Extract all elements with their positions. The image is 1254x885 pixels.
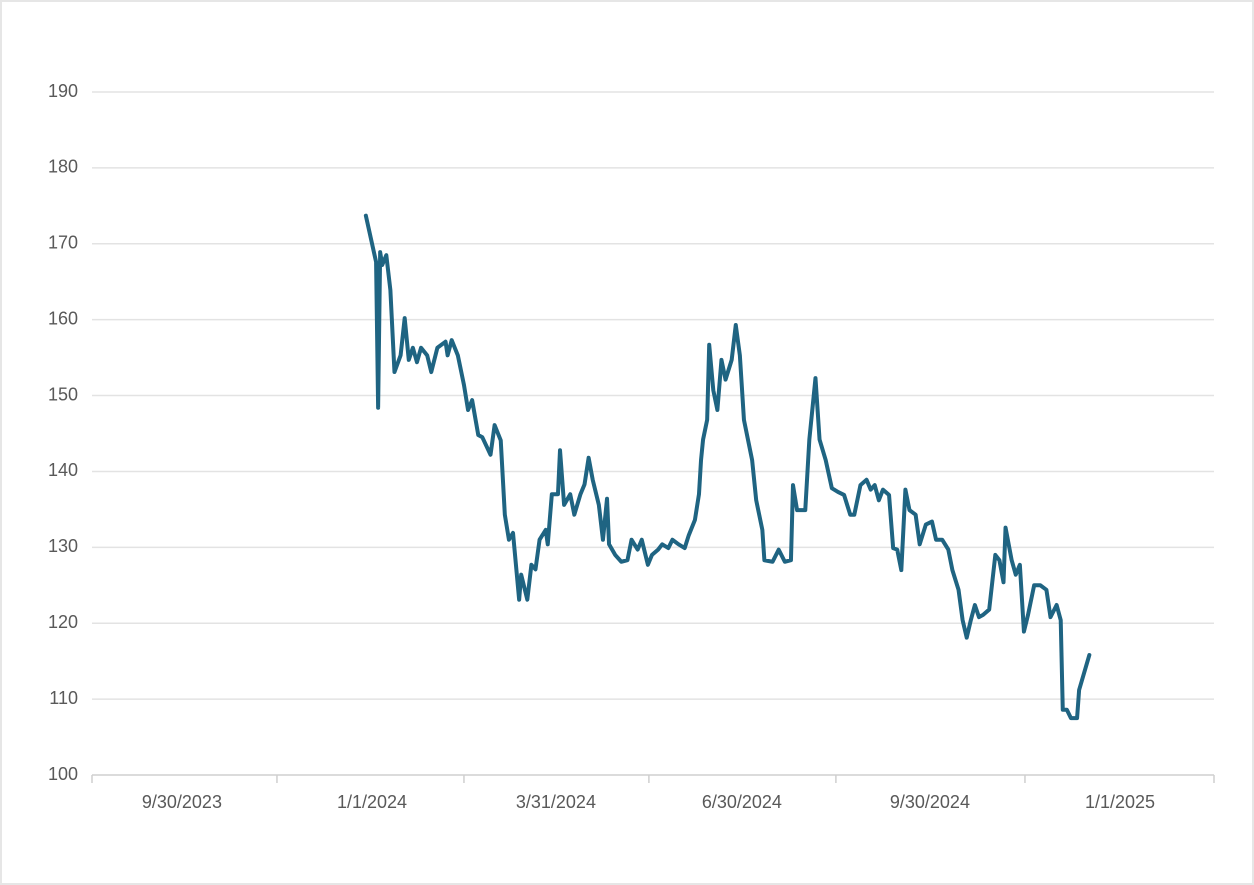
y-tick-label: 160 xyxy=(48,308,78,328)
y-tick-label: 180 xyxy=(48,157,78,177)
x-tick-label: 1/1/2025 xyxy=(1085,792,1155,812)
x-tick-label: 9/30/2024 xyxy=(890,792,970,812)
x-tick-label: 9/30/2023 xyxy=(142,792,222,812)
y-tick-label: 190 xyxy=(48,81,78,101)
y-tick-label: 110 xyxy=(49,688,78,708)
x-tick-label: 3/31/2024 xyxy=(516,792,596,812)
y-tick-label: 170 xyxy=(48,233,78,253)
y-tick-label: 100 xyxy=(48,764,78,784)
x-tick-label: 6/30/2024 xyxy=(702,792,782,812)
y-tick-label: 120 xyxy=(48,612,78,632)
y-tick-label: 130 xyxy=(48,536,78,556)
y-tick-label: 150 xyxy=(48,384,78,404)
y-tick-label: 140 xyxy=(48,460,78,480)
data-line xyxy=(363,213,1092,721)
x-tick-label: 1/1/2024 xyxy=(337,792,407,812)
